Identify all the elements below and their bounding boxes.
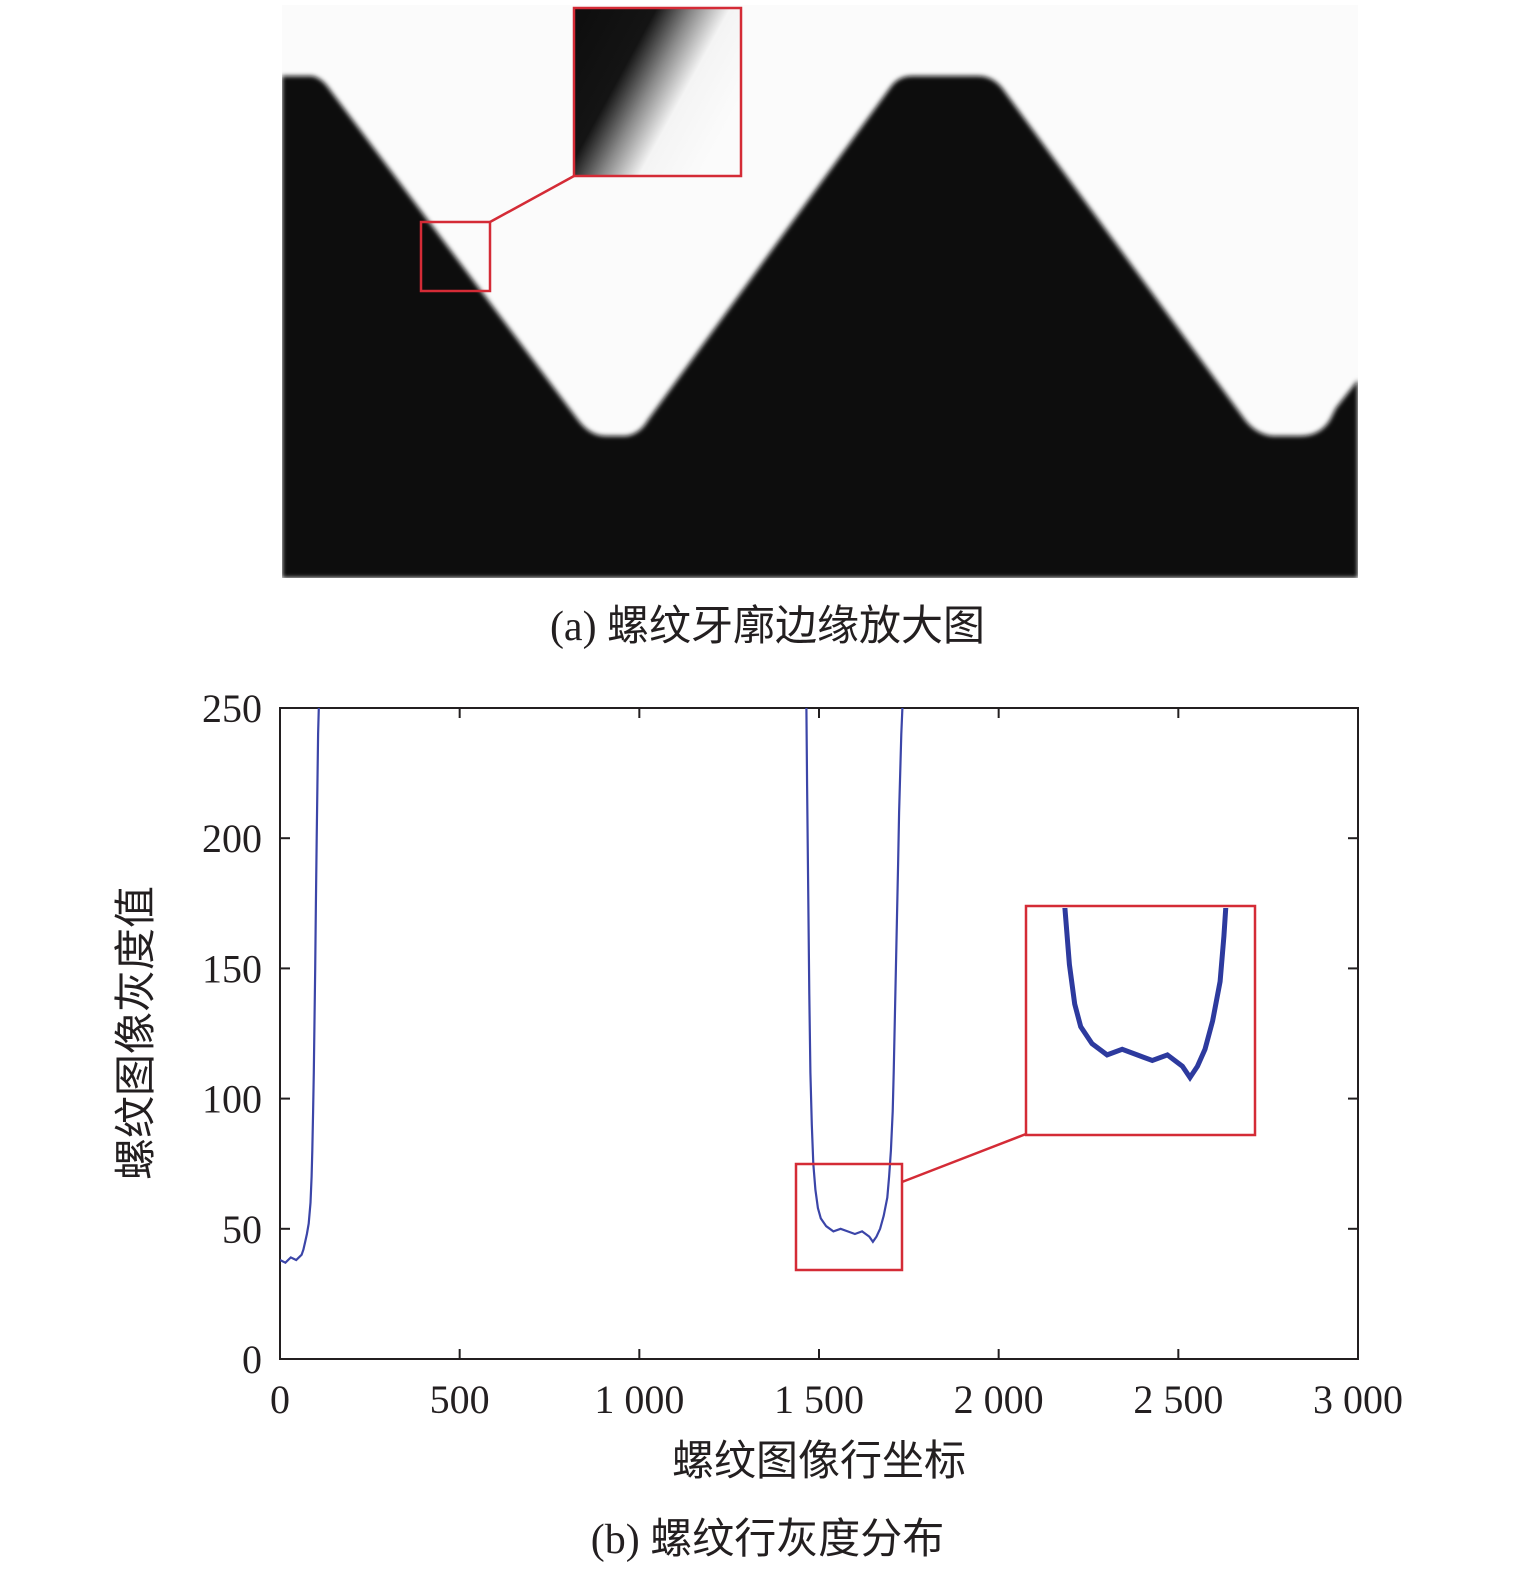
edge-highlight-box [419, 220, 492, 293]
y-tick-label: 150 [202, 946, 262, 991]
chart-highlight-box [794, 1162, 904, 1272]
thread-profile-panel [282, 5, 1358, 578]
y-tick-label: 100 [202, 1077, 262, 1122]
x-tick-label: 2 500 [1133, 1377, 1223, 1422]
y-tick-label: 250 [202, 686, 262, 731]
y-tick-label: 0 [242, 1337, 262, 1382]
x-tick-label: 3 000 [1313, 1377, 1403, 1422]
x-tick-label: 0 [270, 1377, 290, 1422]
inset-series-line [1062, 908, 1229, 1083]
y-tick-label: 50 [222, 1207, 262, 1252]
series-line [280, 708, 904, 1265]
y-axis: 0 50 100 150 200 250 [202, 686, 1358, 1382]
edge-zoom-inset [572, 6, 743, 178]
x-tick-label: 500 [430, 1377, 490, 1422]
chart-zoom-inset [1024, 904, 1257, 1137]
x-tick-label: 2 000 [954, 1377, 1044, 1422]
x-axis-title: 螺纹图像行坐标 [672, 1439, 966, 1485]
gray-profile-chart: 0 500 1 000 1 500 2 000 2 500 3 000 0 50 100 150 2… [114, 686, 1403, 1485]
zoom-connector [489, 174, 575, 224]
x-tick-label: 1 500 [774, 1377, 864, 1422]
chart-zoom-connector [901, 1132, 1027, 1184]
caption-a: (a) 螺纹牙廓边缘放大图 [549, 604, 986, 650]
y-tick-label: 200 [202, 816, 262, 861]
x-tick-label: 1 000 [594, 1377, 684, 1422]
x-axis: 0 500 1 000 1 500 2 000 2 500 3 000 [270, 708, 1403, 1422]
caption-b: (b) 螺纹行灰度分布 [590, 1517, 945, 1563]
thread-silhouette [282, 76, 1358, 578]
y-axis-title: 螺纹图像灰度值 [114, 886, 160, 1180]
